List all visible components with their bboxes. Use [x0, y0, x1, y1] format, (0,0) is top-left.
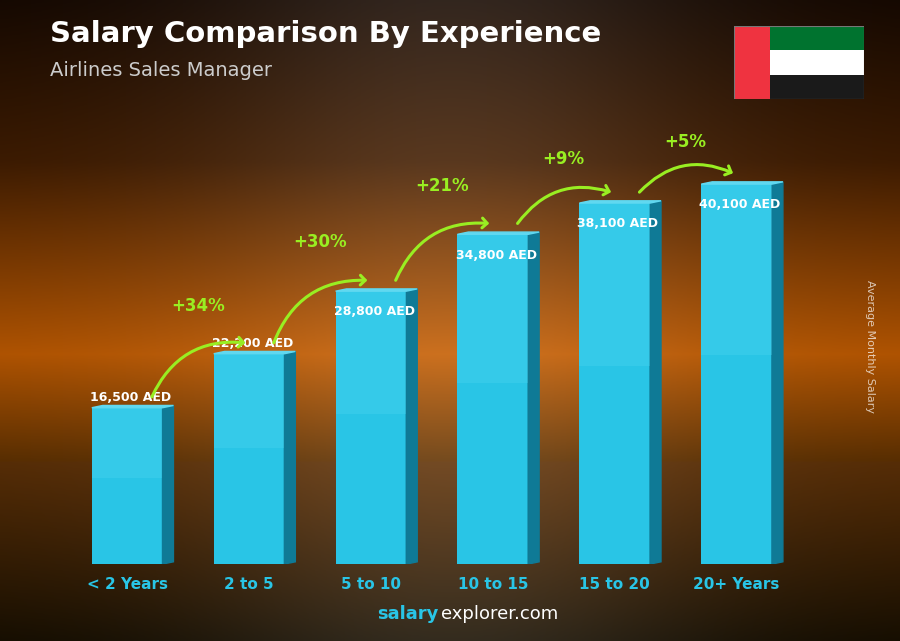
Polygon shape: [213, 351, 295, 354]
Text: +30%: +30%: [292, 233, 346, 251]
Text: 28,800 AED: 28,800 AED: [334, 305, 415, 319]
Polygon shape: [650, 201, 661, 564]
Text: +5%: +5%: [664, 133, 707, 151]
Bar: [92, 408, 163, 478]
Text: Average Monthly Salary: Average Monthly Salary: [865, 279, 876, 413]
Polygon shape: [701, 182, 783, 184]
Bar: [336, 291, 406, 414]
Polygon shape: [772, 182, 783, 564]
Bar: [701, 184, 772, 564]
Bar: [734, 26, 864, 50]
Polygon shape: [528, 232, 539, 564]
Text: 34,800 AED: 34,800 AED: [455, 249, 536, 262]
Bar: [734, 50, 864, 75]
Text: 22,200 AED: 22,200 AED: [212, 337, 292, 350]
Text: salary: salary: [377, 605, 438, 623]
Bar: [580, 203, 650, 564]
Polygon shape: [163, 406, 174, 564]
Text: 40,100 AED: 40,100 AED: [699, 198, 780, 212]
Bar: [457, 235, 528, 564]
Text: explorer.com: explorer.com: [441, 605, 558, 623]
Polygon shape: [284, 351, 295, 564]
Text: 16,500 AED: 16,500 AED: [90, 391, 171, 404]
Text: +21%: +21%: [415, 178, 468, 196]
Text: Airlines Sales Manager: Airlines Sales Manager: [50, 61, 272, 80]
Polygon shape: [406, 289, 418, 564]
Bar: [213, 354, 284, 564]
Bar: [457, 235, 528, 383]
Polygon shape: [580, 201, 661, 203]
Text: +34%: +34%: [171, 297, 225, 315]
Bar: [336, 291, 406, 564]
Text: Salary Comparison By Experience: Salary Comparison By Experience: [50, 20, 601, 48]
Bar: [734, 75, 864, 99]
Polygon shape: [336, 289, 418, 291]
Bar: [580, 203, 650, 365]
Bar: [92, 408, 163, 564]
Polygon shape: [92, 406, 174, 408]
Polygon shape: [457, 232, 539, 235]
Bar: [213, 354, 284, 449]
Bar: [701, 184, 772, 355]
Text: 38,100 AED: 38,100 AED: [578, 217, 659, 230]
Bar: [734, 26, 770, 99]
Text: +9%: +9%: [543, 150, 585, 168]
